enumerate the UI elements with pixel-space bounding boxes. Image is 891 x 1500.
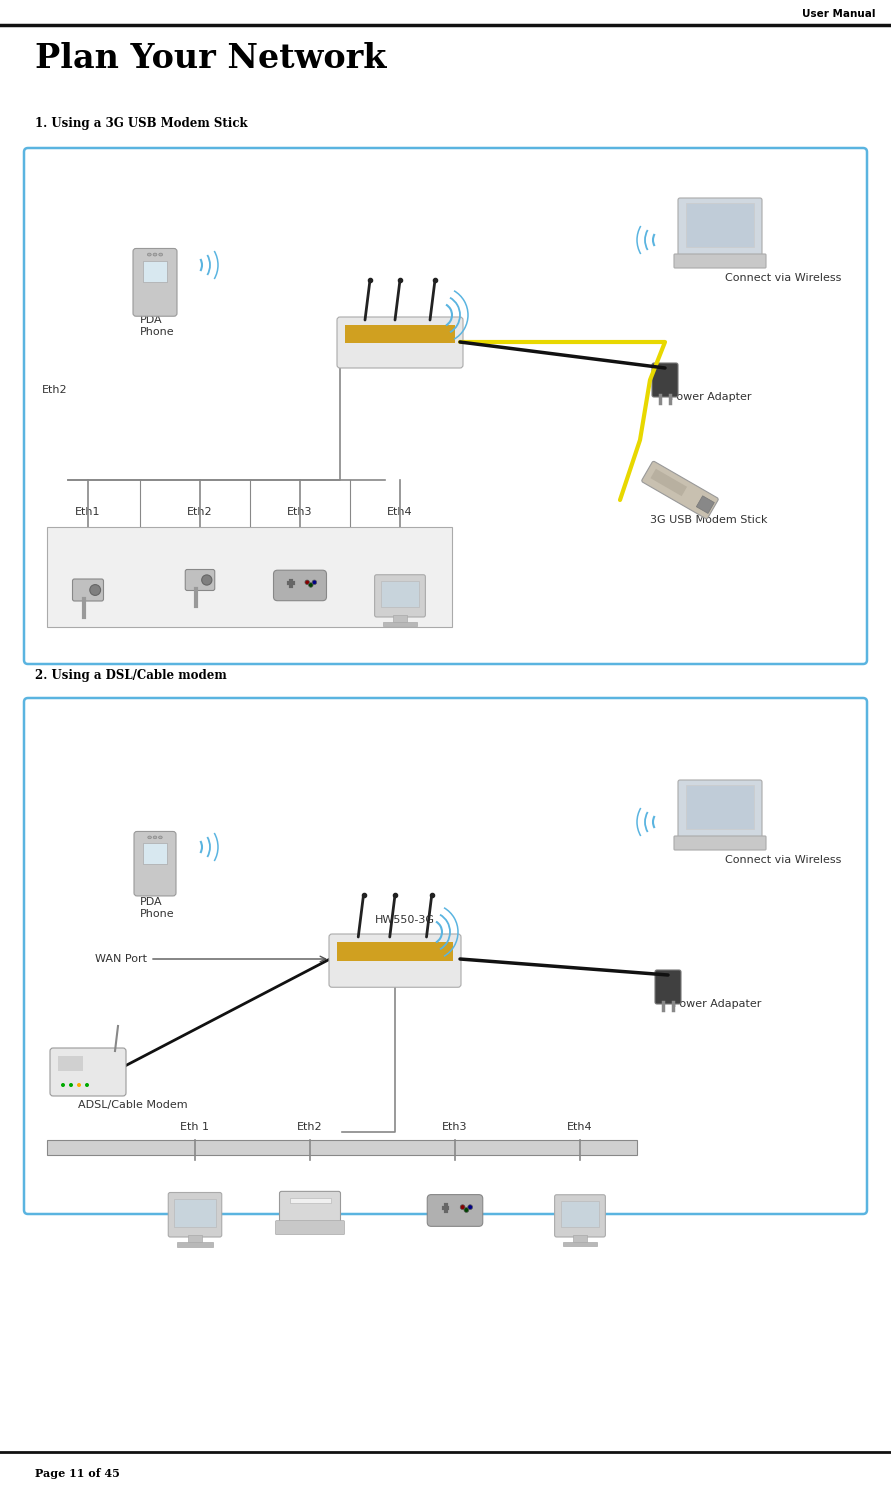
FancyBboxPatch shape [674,836,766,850]
Bar [393,615,407,622]
Text: Power Adapter: Power Adapter [670,392,751,402]
FancyBboxPatch shape [337,316,463,368]
Text: HW550-3G: HW550-3G [375,915,435,926]
FancyBboxPatch shape [674,254,766,268]
FancyBboxPatch shape [72,579,103,602]
Text: Eth2: Eth2 [42,386,68,394]
FancyBboxPatch shape [280,1191,340,1228]
FancyBboxPatch shape [168,1192,222,1237]
Ellipse shape [464,1208,469,1212]
Text: 2. Using a DSL/Cable modem: 2. Using a DSL/Cable modem [35,669,226,682]
Ellipse shape [308,584,313,588]
FancyBboxPatch shape [133,249,177,316]
Ellipse shape [153,836,157,839]
Text: Eth2: Eth2 [298,1122,323,1132]
Bar [188,1234,202,1242]
Bar [143,843,167,864]
Text: Eth4: Eth4 [388,507,413,518]
Bar [47,526,452,627]
FancyBboxPatch shape [329,934,461,987]
Ellipse shape [69,1083,73,1088]
Bar [697,496,715,513]
FancyBboxPatch shape [374,574,425,616]
Text: Eth 1: Eth 1 [181,1122,209,1132]
Text: Eth1: Eth1 [75,507,101,518]
Ellipse shape [148,836,151,839]
Bar [380,580,420,608]
Text: Eth2: Eth2 [187,507,213,518]
Ellipse shape [61,1083,65,1088]
Bar [650,470,687,496]
Text: Connect via Wireless: Connect via Wireless [725,273,841,284]
Text: 1. Using a 3G USB Modem Stick: 1. Using a 3G USB Modem Stick [35,117,248,130]
FancyBboxPatch shape [652,363,678,398]
Text: Plan Your Network: Plan Your Network [35,42,387,75]
FancyBboxPatch shape [24,698,867,1214]
Bar [563,1242,597,1246]
FancyBboxPatch shape [428,1194,483,1227]
Bar [47,1140,637,1155]
Ellipse shape [90,585,101,596]
Ellipse shape [312,580,316,585]
Ellipse shape [468,1204,472,1209]
Ellipse shape [77,1083,81,1088]
Text: User Manual: User Manual [803,9,876,20]
FancyBboxPatch shape [554,1194,605,1237]
FancyBboxPatch shape [678,198,762,256]
Text: PDA
Phone: PDA Phone [140,897,175,918]
Ellipse shape [201,574,212,585]
FancyBboxPatch shape [642,462,718,519]
Ellipse shape [153,254,157,257]
FancyBboxPatch shape [678,780,762,838]
FancyBboxPatch shape [275,1221,345,1234]
Bar [177,1242,213,1246]
Ellipse shape [159,836,162,839]
Text: Eth4: Eth4 [568,1122,593,1132]
Bar [383,622,417,626]
FancyBboxPatch shape [655,970,681,1004]
Text: ADSL/Cable Modem: ADSL/Cable Modem [78,1100,188,1110]
Bar [290,1198,331,1203]
Text: 3G USB Modem Stick: 3G USB Modem Stick [650,514,767,525]
Bar [686,202,754,248]
Text: PDA
Phone: PDA Phone [140,315,175,336]
Ellipse shape [305,580,309,585]
Bar [573,1234,587,1242]
Bar [345,326,455,344]
Text: Power Adapater: Power Adapater [673,999,762,1010]
Text: Page 11 of 45: Page 11 of 45 [35,1468,120,1479]
Bar [686,784,754,830]
Bar [175,1198,216,1227]
Ellipse shape [159,254,162,257]
FancyBboxPatch shape [185,570,215,591]
FancyBboxPatch shape [50,1048,126,1096]
Bar [560,1200,600,1227]
Ellipse shape [85,1083,89,1088]
Text: Eth3: Eth3 [287,507,313,518]
Bar [337,942,453,962]
FancyBboxPatch shape [274,570,326,600]
Ellipse shape [147,254,151,257]
Ellipse shape [461,1204,465,1209]
FancyBboxPatch shape [134,831,176,896]
FancyBboxPatch shape [24,148,867,664]
Text: Eth3: Eth3 [442,1122,468,1132]
Text: Connect via Wireless: Connect via Wireless [725,855,841,865]
Bar [143,261,168,282]
Bar [58,1056,83,1071]
Text: WAN Port: WAN Port [95,954,147,964]
